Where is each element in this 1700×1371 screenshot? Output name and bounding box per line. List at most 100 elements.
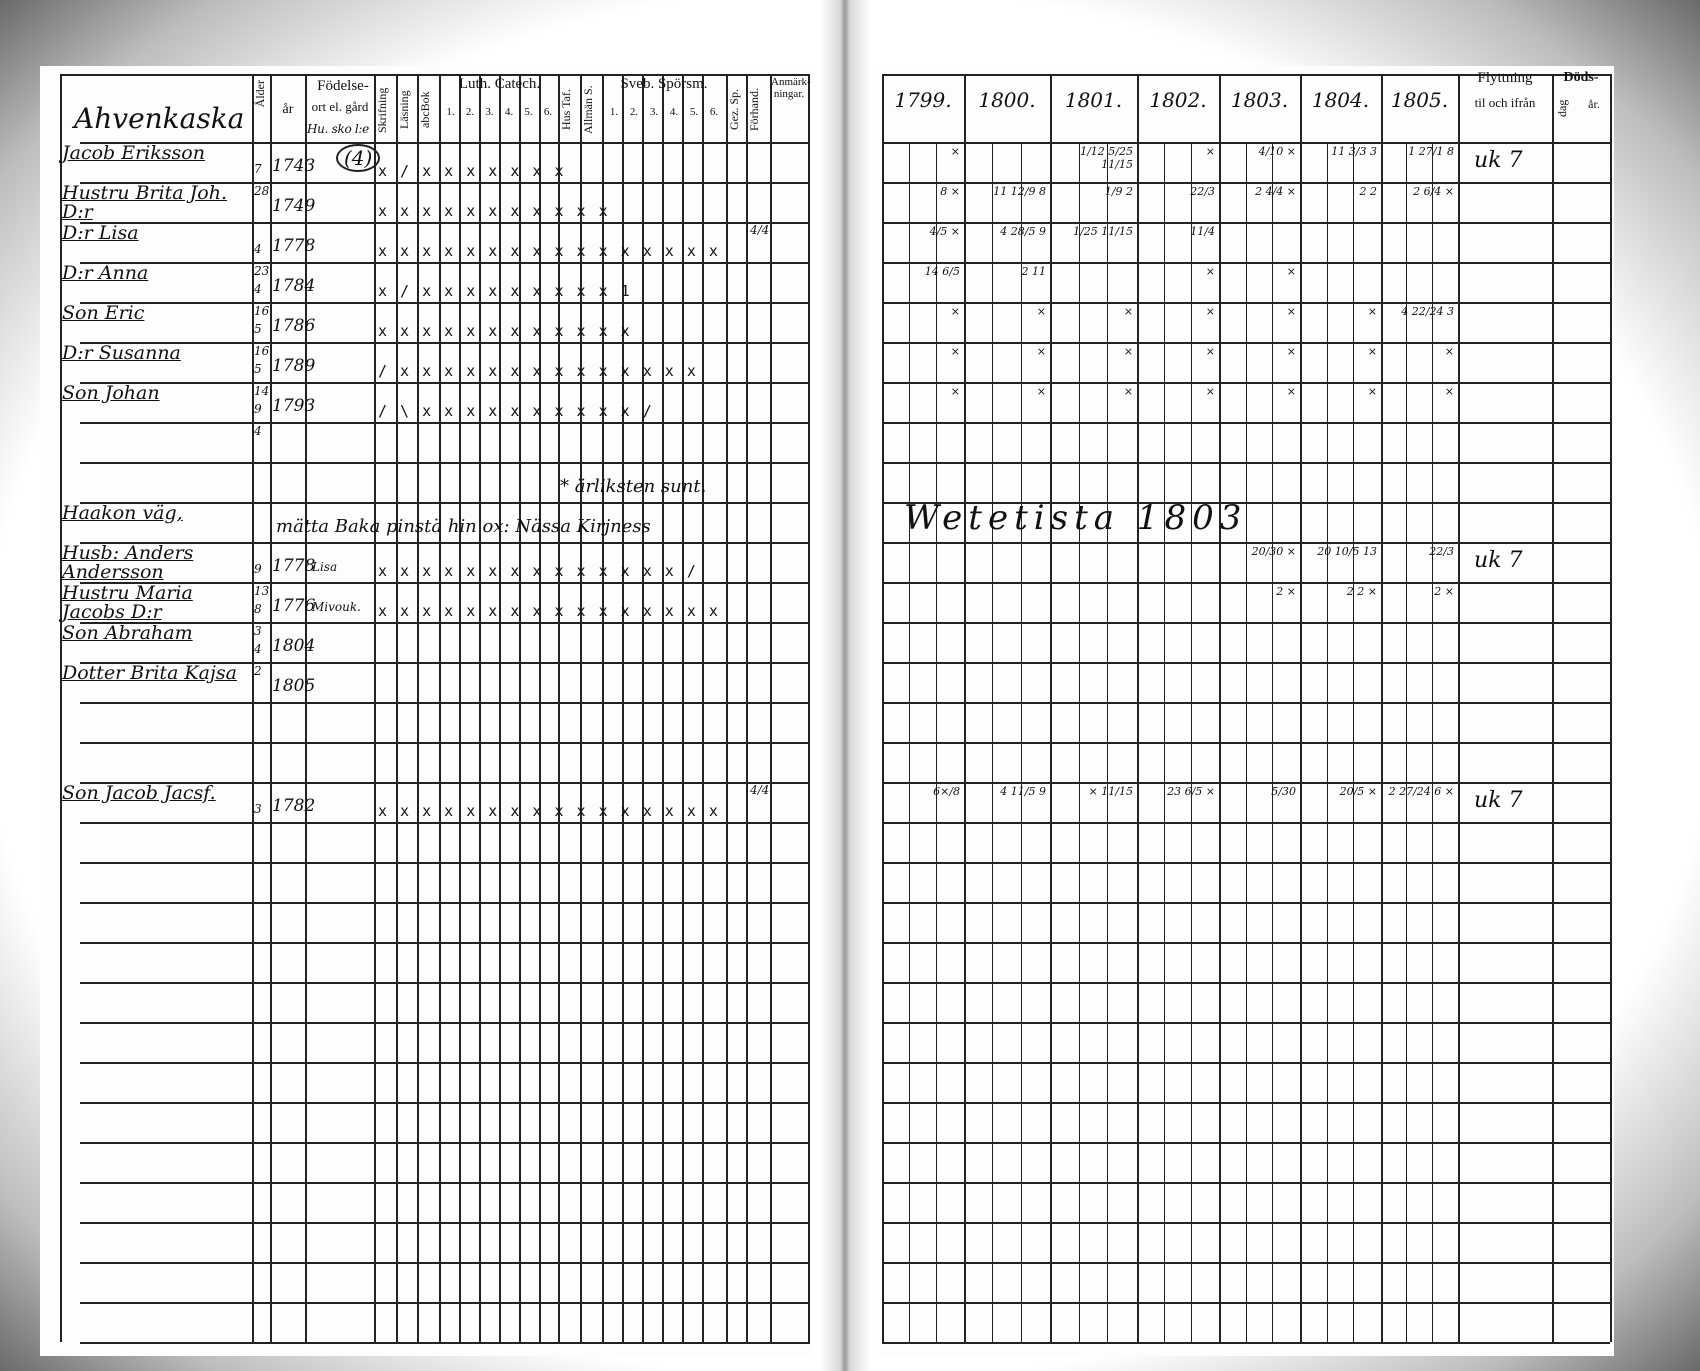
sub-column-rule	[1326, 142, 1328, 1342]
age: 5	[254, 362, 262, 376]
header-dods-ar: år.	[1588, 97, 1600, 111]
year-cell-note: ×	[1123, 305, 1133, 318]
row-rule	[80, 462, 810, 464]
column-rule	[60, 74, 62, 1342]
year-cell-note: ×	[1123, 385, 1133, 398]
age-note: 28	[254, 184, 270, 198]
year-cell-note: 1/12 5/25 11/15	[1080, 145, 1133, 171]
column-rule	[499, 74, 501, 1342]
header-fodelse: Födelse-	[317, 78, 369, 94]
extra-note: 4/4	[750, 223, 770, 237]
row-rule	[80, 982, 810, 984]
farm-number: (4)	[336, 144, 381, 172]
year-cell-note: ×	[1444, 385, 1454, 398]
year-cell-note: 2 6/4 ×	[1413, 185, 1454, 198]
sub-column-rule	[1353, 142, 1355, 1342]
year-cell-note: 20/30 ×	[1251, 545, 1296, 558]
year-cell-note: 2 4/4 ×	[1255, 185, 1296, 198]
column-rule	[726, 74, 728, 1342]
age-note: 2	[254, 664, 262, 678]
person-name: Son Jacob Jacsf.	[62, 782, 216, 804]
row-rule	[882, 1342, 1610, 1344]
column-rule	[459, 74, 461, 1342]
column-rule	[1610, 74, 1612, 1342]
row-rule	[80, 622, 810, 624]
sub-column-rule	[1406, 142, 1408, 1342]
year-cell-note: ×	[950, 145, 960, 158]
row-rule	[80, 1342, 810, 1344]
examination-marks: x / x x x x x x x	[378, 162, 566, 180]
flyttning-note: uk 7	[1474, 548, 1523, 573]
birth-year: 1786	[272, 316, 316, 336]
column-rule	[396, 74, 398, 1342]
age: 4	[254, 282, 262, 296]
year-cell-note: 14 6/5	[924, 265, 960, 278]
flyttning-note: uk 7	[1474, 788, 1523, 813]
age-note: 16	[254, 344, 270, 358]
year-cell-note: ×	[950, 345, 960, 358]
birth-year: 1776	[272, 596, 316, 616]
age-note: 4	[254, 424, 262, 438]
year-cell-note: 8 ×	[940, 185, 960, 198]
row-rule	[80, 1102, 810, 1104]
year-cell-note: 2 27/24 6 ×	[1388, 785, 1454, 798]
header-year: 1805.	[1390, 88, 1449, 112]
farm-name: Ahvenkaska	[74, 102, 245, 135]
year-cell-note: 4 28/5 9	[1000, 225, 1046, 238]
column-rule	[539, 74, 541, 1342]
column-rule	[964, 74, 966, 1342]
person-name: Dotter Brita Kajsa	[62, 662, 237, 684]
flyttning-note: uk 7	[1474, 148, 1523, 173]
year-cell-note: 1/9 2	[1104, 185, 1133, 198]
year-cell-note: 2 ×	[1434, 585, 1454, 598]
age: 3	[254, 802, 262, 816]
birth-year: 1793	[272, 396, 316, 416]
year-cell-note: 11 3/3 3	[1331, 145, 1377, 158]
age-note: 16	[254, 304, 270, 318]
extra-note: 4/4	[750, 783, 770, 797]
header-luth-col: 6.	[543, 106, 553, 118]
header-sveb-col: 3.	[649, 106, 659, 118]
header-luth-catech: Luth. Catech.	[458, 76, 541, 92]
header-year: 1804.	[1311, 88, 1370, 112]
row-rule	[80, 1262, 810, 1264]
header-dods: Döds-	[1563, 70, 1599, 85]
column-rule	[519, 74, 521, 1342]
sub-column-rule	[1431, 142, 1433, 1342]
year-cell-note: ×	[950, 385, 960, 398]
annotation-wetetista: Wetetista 1803	[904, 498, 1248, 538]
year-cell-note: 22/3	[1429, 545, 1454, 558]
age-note: 23	[254, 264, 270, 278]
row-rule	[80, 422, 810, 424]
age: 9	[254, 402, 262, 416]
person-name: Son Abraham	[62, 622, 193, 644]
column-rule	[1050, 74, 1052, 1342]
row-rule	[80, 582, 810, 584]
person-name: Son Eric	[62, 302, 145, 324]
year-cell-note: ×	[1367, 345, 1377, 358]
row-rule	[80, 782, 810, 784]
column-rule	[1219, 74, 1221, 1342]
sub-column-rule	[909, 142, 911, 1342]
examination-marks: x x x x x x x x x x x x x x /	[378, 562, 698, 580]
header-flyttning-sub: til och ifrån	[1474, 95, 1536, 110]
year-cell-note: 20 10/5 13	[1317, 545, 1377, 558]
header-luth-col: 5.	[524, 106, 533, 118]
column-rule	[882, 74, 884, 1342]
header-year: 1799.	[894, 88, 952, 112]
year-cell-note: 2 ×	[1276, 585, 1296, 598]
header-allman-s: Allmän S.	[581, 85, 595, 135]
header-gez-sp: Gez. Sp.	[727, 89, 741, 131]
header-sveb-sporsm: Sveb. Spörsm.	[620, 76, 708, 92]
header-sveb-col: 4.	[669, 106, 679, 118]
person-name: Jacob Eriksson	[62, 142, 205, 164]
birth-place: Lisa	[312, 560, 338, 574]
header-sveb-col: 5.	[689, 106, 699, 118]
top-rule	[882, 74, 1612, 76]
person-name: D:r Lisa	[62, 222, 139, 244]
year-cell-note: 22/3	[1190, 185, 1215, 198]
year-cell-note: ×	[1286, 345, 1296, 358]
year-cell-note: 4/10 ×	[1258, 145, 1296, 158]
person-name: Husb: Anders Andersson	[62, 542, 194, 583]
row-rule	[80, 1022, 810, 1024]
